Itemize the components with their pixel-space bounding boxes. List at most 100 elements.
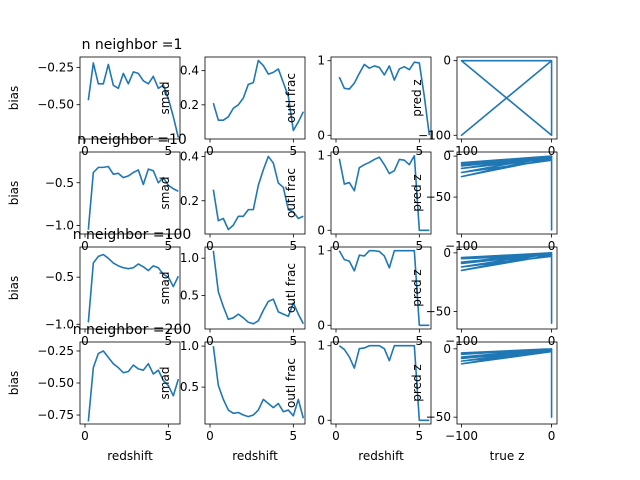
subplot-r3-c3: 0 5 0 1 outl frac [284, 244, 432, 348]
y-axis-label: pred z [410, 364, 424, 401]
x-tick-label: 5 [416, 239, 424, 253]
row-title: n neighbor =10 [77, 132, 187, 148]
y-tick-label: −0.25 [37, 344, 74, 358]
y-axis-label: outl frac [284, 168, 298, 218]
x-axis-label: true z [490, 449, 525, 463]
series-line [460, 155, 553, 231]
y-tick-label: 1 [317, 339, 325, 353]
y-axis-label: bias [7, 86, 21, 111]
series-line [87, 350, 180, 422]
axes-frame [456, 246, 558, 330]
series-line [212, 345, 305, 419]
x-tick-label: 5 [290, 334, 298, 348]
x-tick-label: 0 [81, 429, 89, 443]
x-tick-label: 5 [416, 429, 424, 443]
x-tick-label: 0 [332, 239, 340, 253]
y-tick-label: 0 [443, 149, 451, 163]
y-tick-label: 0 [443, 246, 451, 260]
y-tick-label: −0.50 [37, 376, 74, 390]
series-line [338, 154, 430, 232]
subplot-r2-c4: −100 0 −50 0 pred z [410, 149, 558, 253]
axes-frame [330, 246, 432, 330]
x-axis-label: redshift [358, 449, 404, 463]
series-line [338, 249, 430, 327]
x-tick-label: 5 [165, 429, 173, 443]
x-tick-label: 0 [206, 239, 214, 253]
y-axis-label: bias [7, 181, 21, 206]
y-axis-label: smad [158, 272, 172, 305]
y-axis-label: outl frac [284, 73, 298, 123]
y-tick-label: −50 [426, 190, 451, 204]
x-tick-label: 0 [81, 144, 89, 158]
series-line [87, 165, 179, 230]
y-tick-label: −0.5 [45, 270, 74, 284]
y-tick-label: 0 [443, 342, 451, 356]
x-tick-label: −100 [445, 144, 478, 158]
y-axis-label: smad [158, 82, 172, 115]
subplot-r4-c4: −100 0 −50 0 pred z true z [410, 341, 558, 463]
subplot-r1-c1: 0 5 −0.50 −0.25 bias n neighbor =1 [7, 37, 182, 158]
y-tick-label: 0.5 [180, 288, 199, 302]
x-tick-label: 0 [332, 334, 340, 348]
x-tick-label: 0 [81, 239, 89, 253]
y-tick-label: −0.25 [37, 60, 74, 74]
axes-frame [79, 56, 181, 140]
y-tick-label: 1.0 [180, 339, 199, 353]
x-tick-label: 0 [548, 429, 556, 443]
series-line [460, 348, 553, 418]
subplot-r1-c3: 0 5 0 1 outl frac [284, 54, 432, 158]
series-line [460, 59, 553, 137]
y-axis-label: bias [7, 276, 21, 301]
y-axis-label: smad [158, 177, 172, 210]
series-line [338, 61, 431, 136]
axes-frame [79, 151, 181, 235]
axes-frame [456, 341, 558, 425]
x-tick-label: 0 [332, 429, 340, 443]
subplot-r2-c2: 0 5 0.2 0.4 smad [158, 149, 306, 253]
y-tick-label: −100 [418, 128, 451, 142]
x-tick-label: 5 [416, 334, 424, 348]
row-title: n neighbor =200 [73, 322, 192, 338]
subplot-r4-c2: 0 5 0.5 1.0 smad redshift [158, 339, 306, 463]
y-tick-label: 0.2 [180, 98, 199, 112]
x-axis-label: redshift [107, 449, 153, 463]
y-tick-label: 0 [317, 128, 325, 142]
y-axis-label: bias [7, 371, 21, 396]
y-tick-label: 0 [317, 223, 325, 237]
axes-frame [79, 246, 181, 330]
y-tick-label: −1.0 [45, 317, 74, 331]
y-axis-label: pred z [410, 174, 424, 211]
x-tick-label: −100 [445, 239, 478, 253]
y-tick-label: −50 [426, 304, 451, 318]
y-axis-label: smad [158, 367, 172, 400]
x-tick-label: 0 [206, 429, 214, 443]
row-title: n neighbor =1 [82, 37, 183, 53]
y-axis-label: pred z [410, 79, 424, 116]
subplot-r2-c3: 0 5 0 1 outl frac [284, 149, 432, 253]
x-tick-label: 5 [165, 334, 173, 348]
y-tick-label: 0 [317, 413, 325, 427]
x-tick-label: 5 [165, 144, 173, 158]
y-axis-label: outl frac [284, 263, 298, 313]
axes-frame [204, 246, 306, 330]
axes-frame [204, 151, 306, 235]
x-tick-label: −100 [445, 429, 478, 443]
axes-frame [330, 151, 432, 235]
axes-frame [330, 341, 432, 425]
x-axis-label: redshift [232, 449, 278, 463]
y-tick-label: −1.0 [45, 218, 74, 232]
x-tick-label: 0 [548, 239, 556, 253]
series-line [87, 253, 180, 323]
y-tick-label: 0.2 [180, 194, 199, 208]
y-tick-label: 0 [317, 318, 325, 332]
axes-frame [330, 56, 432, 140]
subplot-r3-c2: 0 5 0.5 1.0 smad [158, 246, 306, 348]
series-line [338, 344, 430, 422]
series-line [87, 62, 180, 138]
y-tick-label: −50 [426, 410, 451, 424]
x-tick-label: 5 [165, 239, 173, 253]
axes-frame [456, 151, 558, 235]
series-line [460, 252, 553, 324]
x-tick-label: 0 [81, 334, 89, 348]
subplot-r2-c1: 0 5 −1.0 −0.5 bias n neighbor =10 [7, 132, 187, 253]
